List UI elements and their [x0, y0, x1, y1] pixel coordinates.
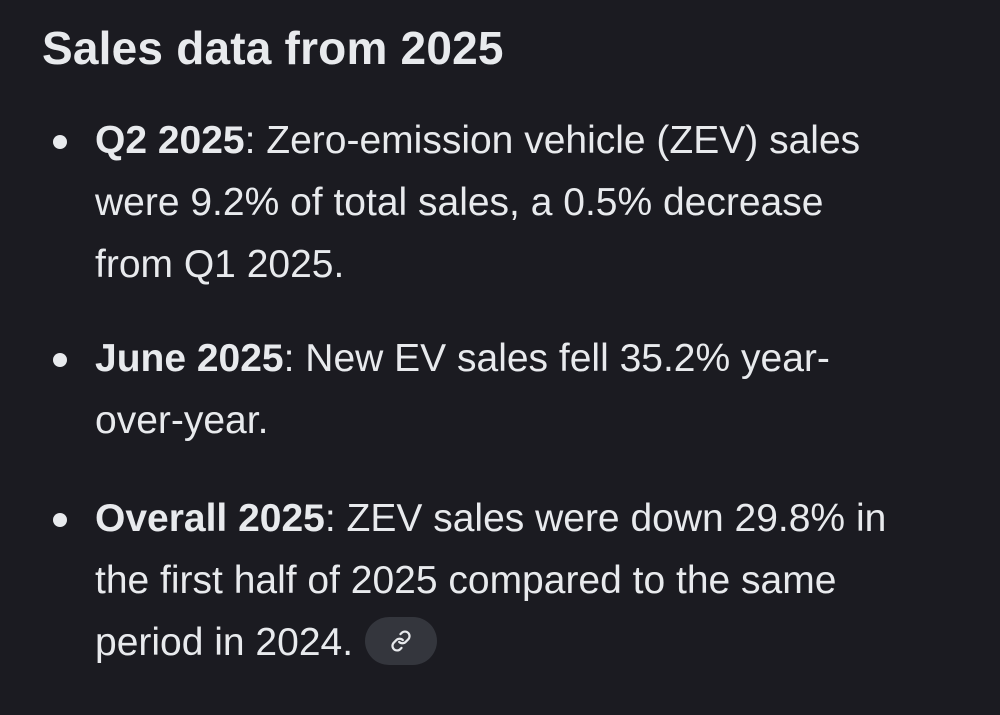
list-item-line: period in 2024.: [95, 612, 955, 674]
list-item-term: Overall 2025: [95, 497, 325, 540]
list-item-line: June 2025: New EV sales fell 35.2% year-: [95, 337, 830, 380]
list-item-line: the first half of 2025 compared to the s…: [95, 559, 837, 602]
list-item-term: Q2 2025: [95, 119, 245, 162]
section-heading: Sales data from 2025: [42, 22, 504, 74]
list-item-text: June 2025: New EV sales fell 35.2% year-…: [95, 328, 955, 452]
list-item-text: Overall 2025: ZEV sales were down 29.8% …: [95, 488, 955, 674]
list-item-line: Overall 2025: ZEV sales were down 29.8% …: [95, 497, 887, 540]
list-item-line: were 9.2% of total sales, a 0.5% decreas…: [95, 181, 824, 224]
bullet-dot-icon: [53, 135, 67, 149]
list-item-line: over-year.: [95, 399, 269, 442]
source-link-button[interactable]: [365, 616, 438, 665]
list-item-line: from Q1 2025.: [95, 243, 345, 286]
bullet-dot-icon: [53, 353, 67, 367]
bullet-dot-icon: [53, 513, 67, 527]
list-item-line: Q2 2025: Zero-emission vehicle (ZEV) sal…: [95, 119, 861, 162]
list-item-term: June 2025: [95, 337, 284, 380]
list-item-text: Q2 2025: Zero-emission vehicle (ZEV) sal…: [95, 110, 955, 296]
link-icon: [391, 630, 411, 652]
